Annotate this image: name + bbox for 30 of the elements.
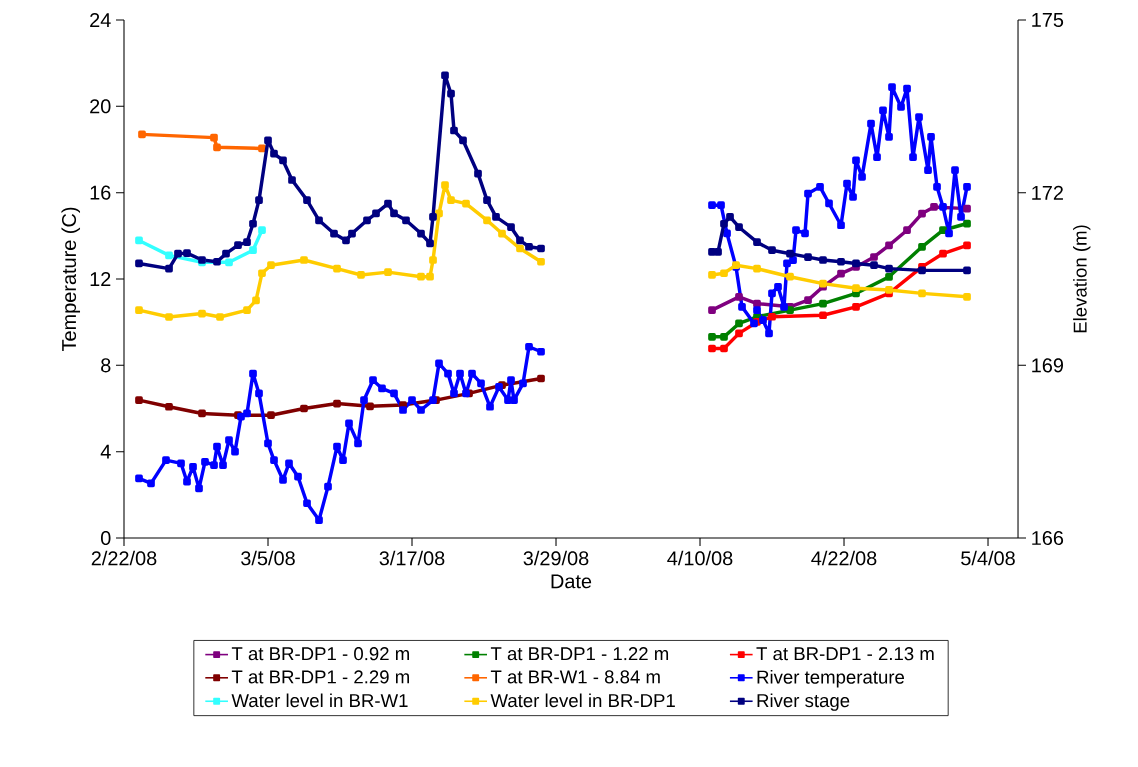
legend-label: Water level in BR-DP1 [490, 693, 675, 708]
legend-label: T at BR-DP1 - 1.22 m [490, 647, 669, 661]
y-tick-label: 0 [101, 530, 111, 546]
legend-label: Water level in BR-W1 [231, 693, 408, 708]
x-axis-title: Date [551, 574, 592, 589]
legend-label: T at BR-DP1 - 0.92 m [231, 647, 409, 661]
x-tick-label: 5/4/08 [961, 550, 1015, 566]
y2-tick-label: 169 [1032, 358, 1063, 373]
y2-axis-title: Elevation (m) [1073, 225, 1091, 333]
x-tick-label: 3/29/08 [523, 550, 589, 566]
legend-label: T at BR-DP1 - 2.29 m [231, 670, 409, 684]
y-tick-label: 20 [90, 99, 111, 114]
y2-tick-label: 166 [1032, 530, 1064, 546]
x-tick-label: 3/17/08 [379, 550, 445, 566]
legend-label: River temperature [757, 670, 905, 688]
y2-tick-label: 172 [1032, 185, 1063, 200]
legend-label: T at BR-DP1 - 2.13 m [756, 647, 934, 661]
y2-tick-label: 175 [1032, 13, 1064, 27]
y-tick-label: 24 [90, 13, 111, 27]
y-tick-label: 12 [90, 272, 111, 286]
y-tick-label: 8 [101, 358, 111, 373]
legend-label: T at BR-W1 - 8.84 m [490, 670, 660, 684]
x-tick-label: 4/22/08 [811, 550, 877, 566]
y-tick-label: 4 [100, 444, 111, 459]
x-tick-label: 3/5/08 [241, 550, 295, 566]
y-axis-title: Temperature (C) [61, 207, 81, 352]
legend-label: River stage [757, 693, 850, 711]
x-tick-label: 4/10/08 [667, 550, 733, 566]
x-tick-label: 2/22/08 [91, 550, 157, 566]
y-tick-label: 16 [90, 185, 111, 200]
